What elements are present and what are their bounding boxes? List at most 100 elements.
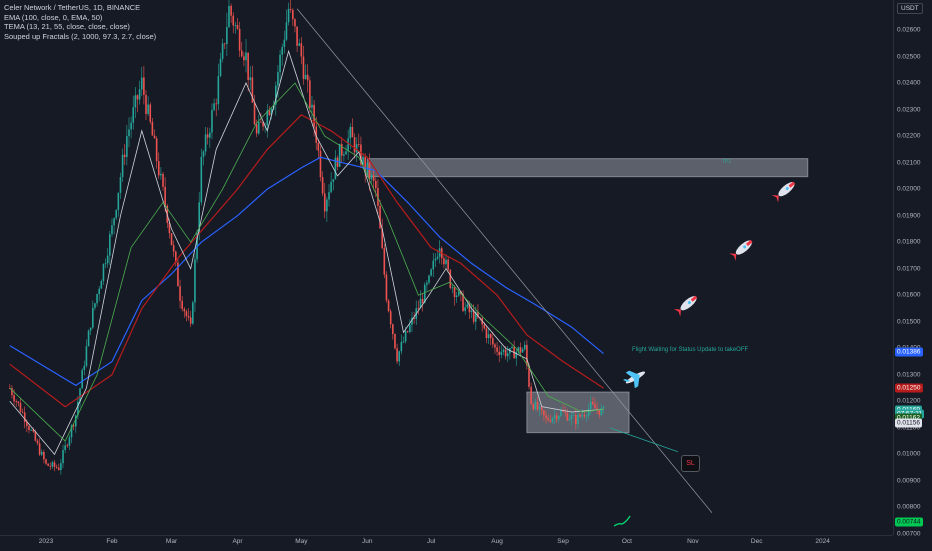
candle-body	[57, 467, 60, 470]
candle-body	[536, 401, 539, 410]
candle-body	[151, 121, 154, 136]
candle-body	[143, 77, 145, 95]
candle-body	[30, 429, 32, 431]
candle-body	[468, 304, 471, 313]
candle-body	[104, 263, 107, 265]
candle-body	[102, 264, 105, 282]
candle-body	[49, 465, 52, 467]
candle-body	[275, 85, 277, 105]
candle-body	[111, 225, 113, 235]
green-arrow-line	[613, 515, 631, 527]
candle-body	[238, 28, 241, 51]
candle-body	[553, 415, 556, 419]
candle-body	[383, 248, 386, 275]
candle-body	[294, 19, 296, 27]
price-badge: 0.00744	[895, 517, 923, 527]
candle-body	[347, 138, 349, 152]
flight-annotation: Flight Waiting for Status Update to take…	[632, 347, 749, 353]
candle-body	[187, 316, 190, 318]
candle-body	[428, 275, 430, 283]
candle-body	[349, 126, 352, 139]
candle-body	[251, 77, 254, 103]
candle-body	[123, 154, 126, 157]
candle-body	[555, 415, 558, 420]
candle-body	[217, 76, 220, 105]
price-tick: 0.00700	[897, 530, 921, 538]
candle-body	[181, 300, 183, 310]
candle-body	[160, 173, 162, 176]
candle-body	[411, 317, 413, 325]
price-tick: 0.02600	[897, 26, 921, 34]
candle-body	[475, 311, 477, 322]
candle-body	[400, 341, 403, 352]
candle-body	[300, 43, 303, 57]
candle-body	[228, 5, 230, 28]
candle-body	[385, 274, 388, 301]
price-badge: 0.01156	[895, 418, 923, 428]
time-tick: Sep	[557, 538, 569, 545]
candle-body	[109, 234, 111, 256]
candle-body	[74, 415, 77, 427]
candle-body	[366, 162, 369, 172]
candle-body	[547, 418, 549, 421]
candle-body	[185, 311, 188, 317]
candle-body	[477, 311, 479, 318]
candle-body	[502, 349, 505, 352]
candle-body	[130, 122, 132, 130]
candle-body	[566, 412, 569, 421]
candle-body	[570, 415, 573, 420]
candle-body	[338, 143, 341, 167]
rocket-nose-icon	[690, 295, 698, 302]
time-axis[interactable]	[0, 535, 893, 551]
ema-legend: EMA (100, close, 0, EMA, 50)	[4, 12, 103, 22]
candle-body	[381, 228, 383, 249]
candle-body	[81, 370, 83, 389]
fractals-legend: Souped up Fractals (2, 1000, 97.3, 2.7, …	[4, 31, 157, 41]
candle-body	[89, 327, 92, 331]
candle-body	[121, 154, 124, 178]
candle-body	[494, 344, 496, 348]
candle-body	[219, 58, 222, 77]
candle-body	[579, 414, 581, 417]
candle-body	[370, 175, 373, 180]
price-tick: 0.02000	[897, 185, 921, 193]
candle-body	[568, 419, 571, 421]
candle-body	[266, 110, 269, 126]
price-tick: 0.02200	[897, 132, 921, 140]
price-tick: 0.00800	[897, 503, 921, 511]
price-badge: 0.01386	[895, 347, 923, 357]
candle-body	[153, 135, 156, 139]
candle-body	[281, 47, 283, 55]
candle-body	[126, 136, 128, 157]
candle-body	[368, 162, 371, 180]
candle-body	[375, 180, 377, 189]
candle-body	[234, 25, 237, 26]
price-axis[interactable]	[893, 0, 932, 535]
candle-body	[302, 56, 305, 79]
candle-body	[402, 341, 405, 343]
candle-body	[17, 401, 20, 404]
candle-body	[270, 108, 273, 116]
rocket-window-icon	[785, 187, 789, 191]
sl-connector	[609, 427, 679, 453]
currency-label[interactable]: USDT	[897, 3, 923, 14]
candle-body	[364, 156, 366, 172]
candle-body	[485, 328, 488, 339]
candle-body	[423, 284, 426, 303]
candle-body	[23, 412, 26, 423]
candle-body	[83, 365, 86, 371]
candle-body	[594, 404, 596, 409]
candle-body	[562, 410, 564, 412]
candle-body	[96, 294, 98, 304]
candle-body	[526, 344, 528, 366]
candle-body	[404, 331, 407, 342]
candle-body	[174, 251, 177, 263]
candle-body	[19, 403, 22, 412]
airplane-icon	[623, 370, 646, 389]
candle-body	[421, 298, 424, 303]
candle-body	[215, 103, 218, 105]
candle-body	[487, 334, 490, 339]
candle-body	[287, 8, 290, 23]
candle-body	[345, 151, 347, 155]
